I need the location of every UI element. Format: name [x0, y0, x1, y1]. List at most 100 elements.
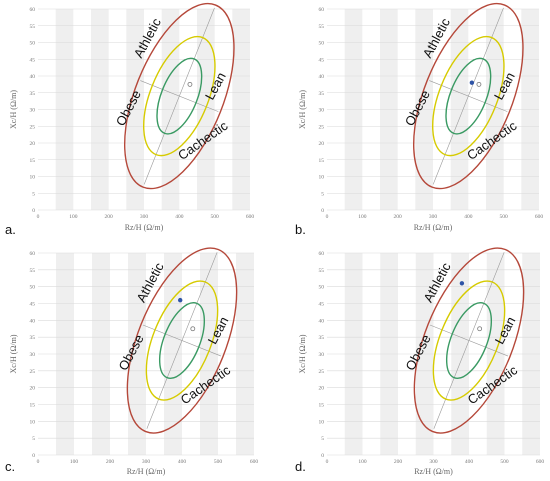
- y-tick-label: 15: [30, 158, 36, 164]
- reference-point: [476, 81, 482, 87]
- data-point: [469, 80, 475, 85]
- x-tick-label: 100: [358, 214, 367, 220]
- y-tick-label: 35: [30, 91, 36, 97]
- y-axis-title: Xc/H (Ω/m): [298, 90, 307, 129]
- x-tick-label: 0: [37, 214, 40, 220]
- x-tick-label: 400: [178, 459, 187, 465]
- x-tick-label: 100: [358, 459, 367, 465]
- y-axis-title: Xc/H (Ω/m): [9, 334, 18, 373]
- y-tick-label: 50: [30, 41, 36, 47]
- y-tick-label: 40: [319, 318, 325, 324]
- y-tick-label: 5: [321, 436, 324, 442]
- y-tick-label: 20: [319, 386, 325, 392]
- x-axis-title: Rz/H (Ω/m): [414, 467, 453, 476]
- y-tick-label: 55: [319, 268, 325, 274]
- minor-axis-line: [142, 324, 222, 357]
- y-tick-label: 10: [30, 175, 36, 181]
- outer-ellipse: [412, 2, 524, 190]
- y-tick-label: 60: [319, 251, 325, 257]
- y-tick-label: 0: [321, 453, 324, 459]
- x-axis-title: Rz/H (Ω/m): [127, 467, 166, 476]
- y-tick-label: 40: [30, 318, 36, 324]
- y-tick-label: 0: [321, 208, 324, 214]
- y-tick-label: 40: [30, 74, 36, 80]
- y-tick-label: 20: [30, 386, 36, 392]
- y-tick-label: 15: [319, 158, 325, 164]
- y-tick-label: 55: [30, 268, 36, 274]
- y-tick-label: 30: [30, 352, 36, 358]
- y-tick-label: 0: [32, 208, 35, 214]
- y-tick-label: 50: [319, 285, 325, 291]
- data-point: [178, 297, 183, 303]
- x-tick-label: 300: [140, 214, 149, 220]
- x-tick-label: 200: [394, 459, 403, 465]
- y-axis-title: Xc/H (Ω/m): [9, 90, 18, 129]
- x-tick-label: 500: [500, 459, 509, 465]
- y-tick-label: 45: [319, 57, 325, 63]
- y-tick-label: 35: [319, 335, 325, 341]
- y-axis-title: Xc/H (Ω/m): [298, 334, 307, 373]
- panel-letter: d.: [295, 459, 306, 474]
- y-tick-label: 20: [30, 141, 36, 147]
- x-axis-title: Rz/H (Ω/m): [125, 223, 164, 232]
- inner-ellipse: [156, 57, 203, 135]
- y-tick-label: 40: [319, 74, 325, 80]
- x-tick-label: 0: [326, 459, 329, 465]
- outer-ellipse: [413, 247, 525, 434]
- y-tick-label: 30: [319, 108, 325, 114]
- y-tick-label: 60: [319, 7, 325, 13]
- middle-ellipse: [143, 35, 216, 157]
- inner-ellipse: [445, 57, 492, 135]
- x-tick-label: 100: [69, 214, 78, 220]
- y-tick-label: 5: [32, 191, 35, 197]
- y-tick-label: 5: [32, 436, 35, 442]
- reference-point: [190, 326, 196, 332]
- y-tick-label: 55: [319, 24, 325, 30]
- x-tick-label: 300: [142, 459, 151, 465]
- x-tick-label: 200: [394, 214, 403, 220]
- y-tick-label: 5: [321, 191, 324, 197]
- x-tick-label: 200: [105, 214, 114, 220]
- y-tick-label: 20: [319, 141, 325, 147]
- y-tick-label: 25: [30, 124, 36, 130]
- x-tick-label: 600: [535, 214, 544, 220]
- inner-ellipse: [158, 302, 206, 379]
- y-tick-label: 60: [30, 251, 36, 257]
- y-tick-label: 0: [32, 453, 35, 459]
- x-tick-label: 500: [214, 459, 223, 465]
- y-tick-label: 10: [30, 419, 36, 425]
- x-tick-label: 600: [246, 214, 255, 220]
- y-tick-label: 25: [319, 369, 325, 375]
- x-tick-label: 400: [175, 214, 184, 220]
- x-tick-label: 200: [106, 459, 115, 465]
- outer-ellipse: [126, 247, 238, 434]
- x-tick-label: 300: [429, 459, 438, 465]
- y-tick-label: 50: [30, 285, 36, 291]
- panel-letter: b.: [295, 222, 306, 237]
- y-tick-label: 30: [30, 108, 36, 114]
- y-tick-label: 50: [319, 41, 325, 47]
- x-tick-label: 500: [500, 214, 509, 220]
- middle-ellipse: [432, 280, 506, 401]
- x-tick-label: 400: [465, 459, 474, 465]
- minor-axis-line: [429, 324, 509, 357]
- inner-ellipse: [445, 302, 493, 379]
- x-axis-title: Rz/H (Ω/m): [414, 223, 453, 232]
- reference-point: [187, 81, 193, 87]
- data-point: [459, 281, 465, 286]
- y-tick-label: 15: [319, 403, 325, 409]
- minor-axis-line: [429, 80, 508, 112]
- y-tick-label: 10: [319, 419, 325, 425]
- y-tick-label: 10: [319, 175, 325, 181]
- reference-point: [477, 326, 483, 332]
- x-tick-label: 500: [211, 214, 220, 220]
- outer-ellipse: [123, 2, 235, 190]
- x-tick-label: 0: [37, 459, 40, 465]
- y-tick-label: 35: [30, 335, 36, 341]
- y-tick-label: 45: [319, 302, 325, 308]
